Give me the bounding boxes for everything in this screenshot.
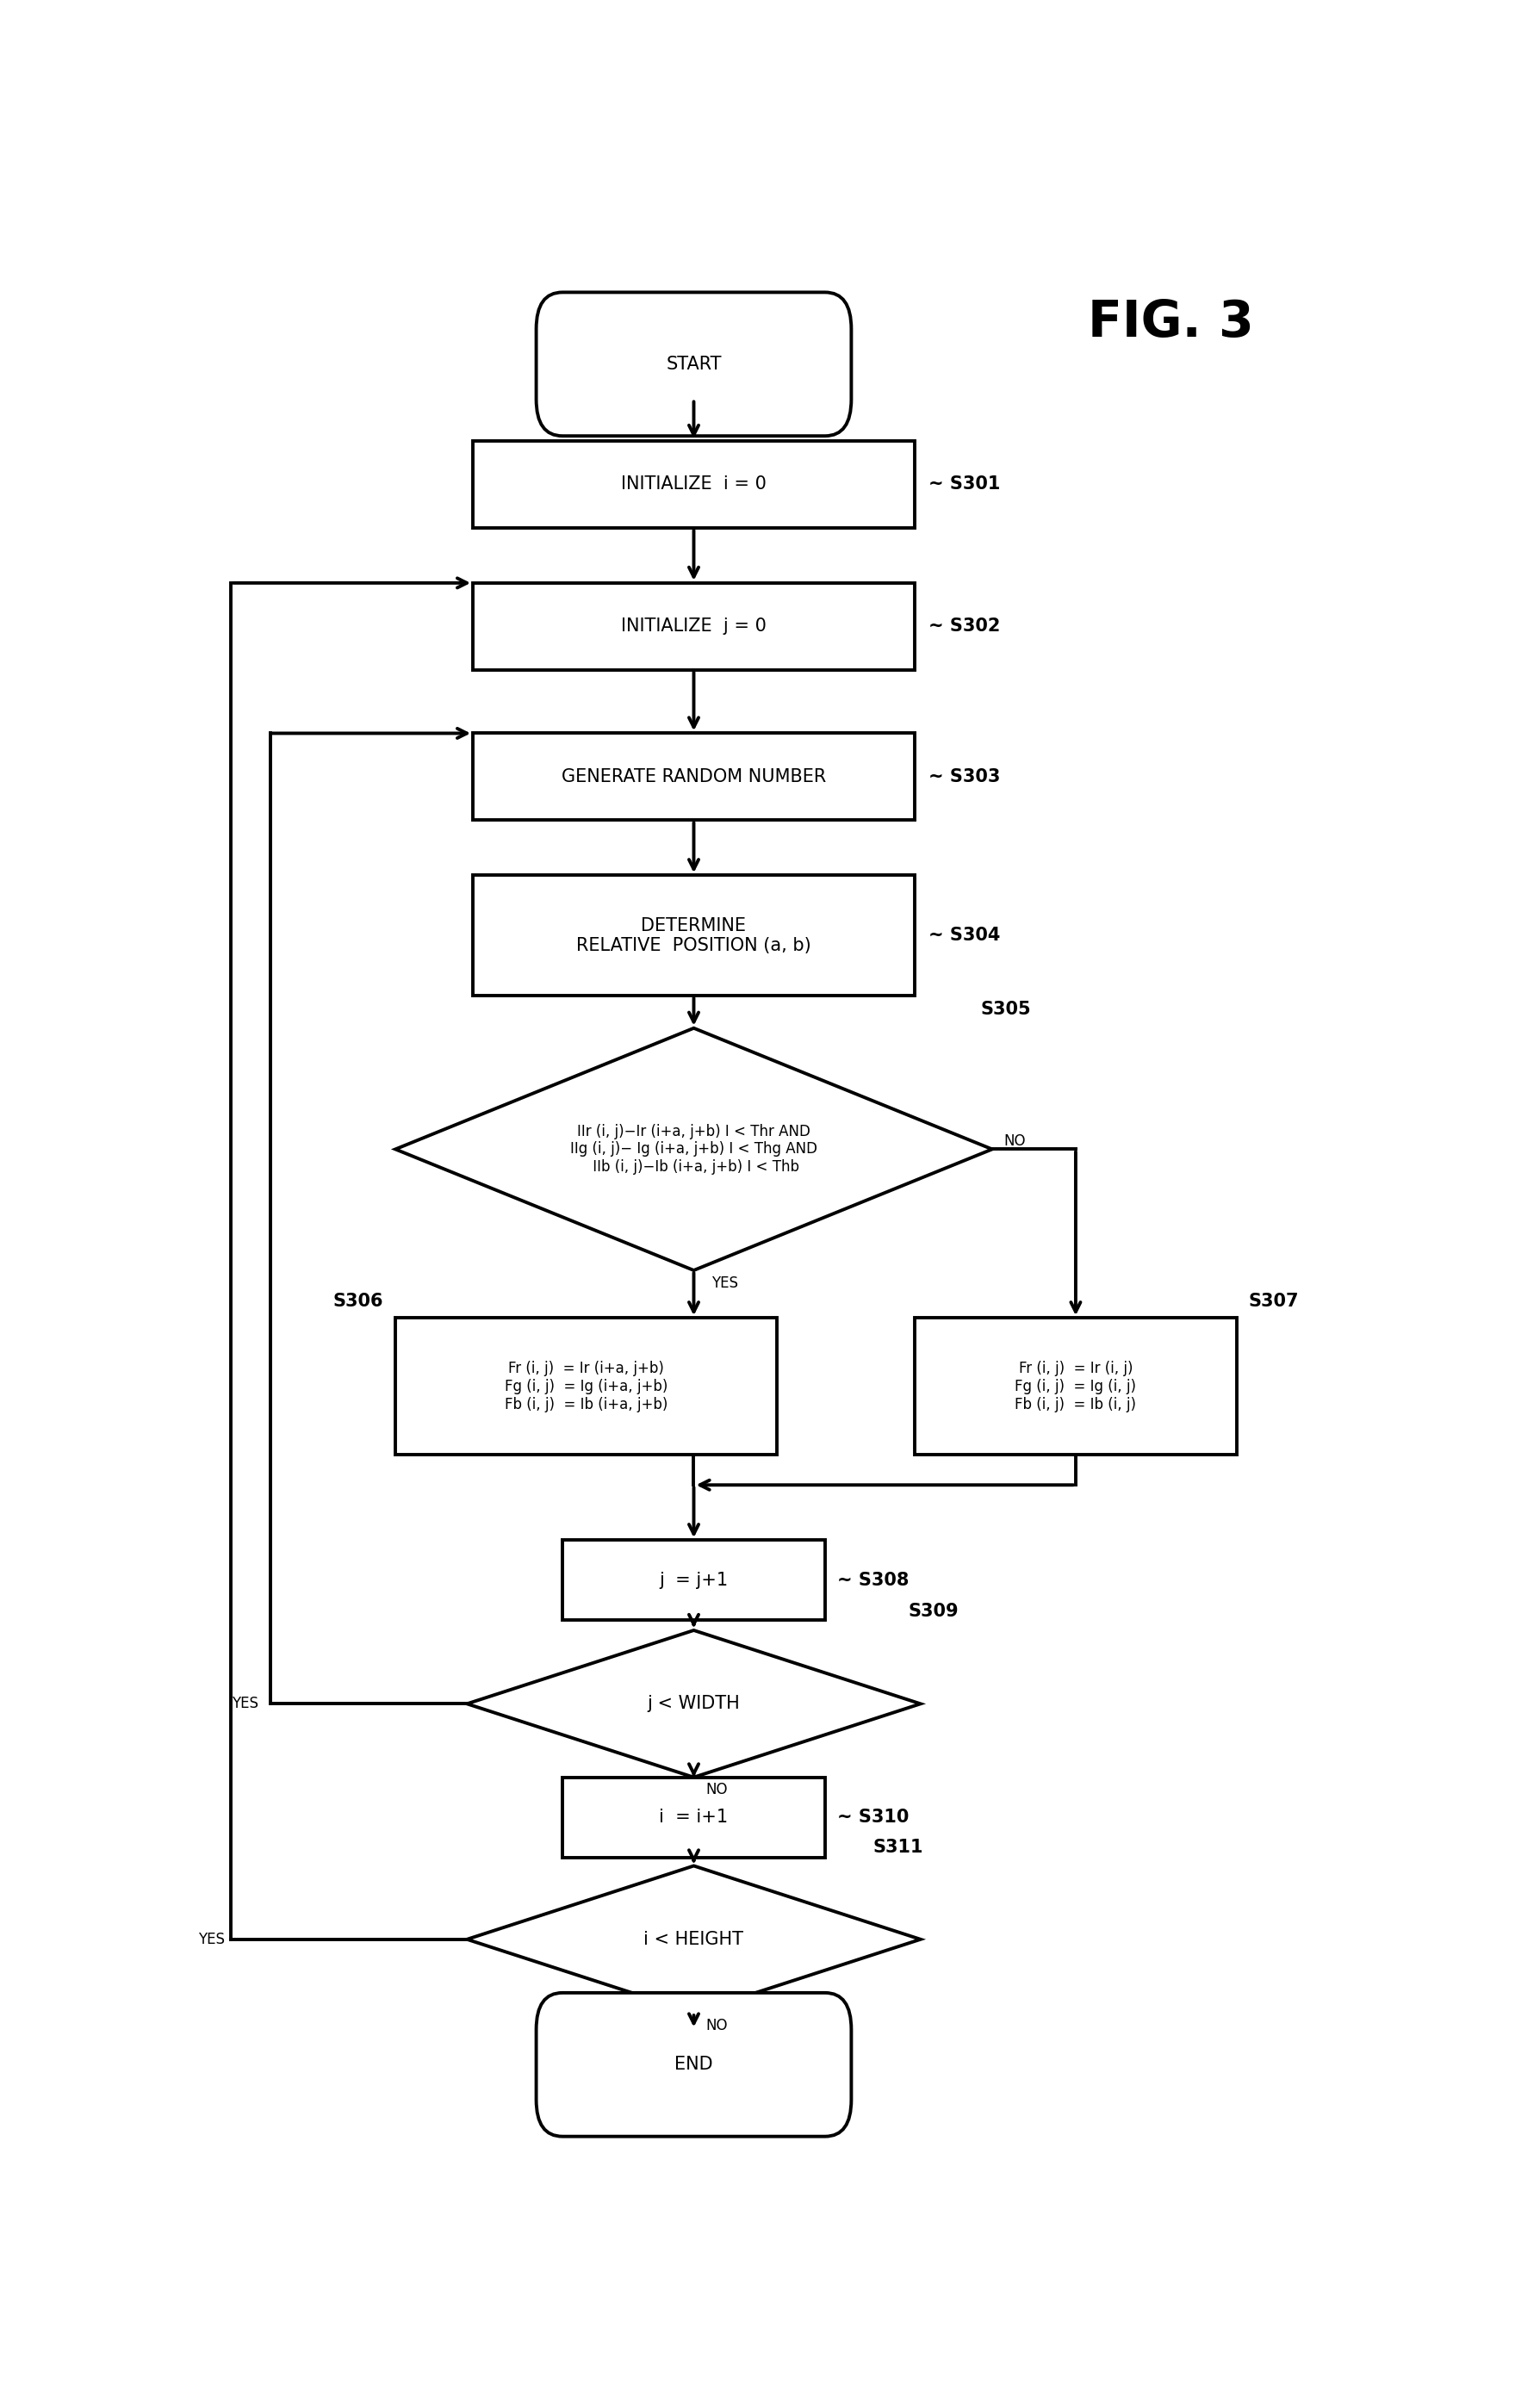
FancyBboxPatch shape [536,1994,852,2136]
Text: S309: S309 [909,1604,959,1621]
Text: ~ S302: ~ S302 [929,619,1001,636]
Text: END: END [675,2056,713,2073]
Text: S305: S305 [979,1002,1030,1019]
Text: NO: NO [705,1782,728,1799]
Text: j  = j+1: j = j+1 [659,1572,728,1589]
Text: YES: YES [231,1695,259,1712]
Bar [473,583,915,669]
Bar [473,441,915,527]
Text: NO: NO [1004,1134,1026,1149]
Text: FIG. 3: FIG. 3 [1089,299,1254,347]
Text: i  = i+1: i = i+1 [659,1808,728,1825]
Text: DETERMINE
RELATIVE  POSITION (a, b): DETERMINE RELATIVE POSITION (a, b) [576,917,812,954]
Text: Fr (i, j)  = Ir (i+a, j+b)
Fg (i, j)  = Ig (i+a, j+b)
Fb (i, j)  = Ib (i+a, j+b): Fr (i, j) = Ir (i+a, j+b) Fg (i, j) = Ig… [505,1361,668,1411]
Bar [396,1317,778,1454]
Text: INITIALIZE  i = 0: INITIALIZE i = 0 [621,477,767,494]
Text: ~ S304: ~ S304 [929,927,1001,944]
Text: GENERATE RANDOM NUMBER: GENERATE RANDOM NUMBER [562,768,825,785]
Text: j < WIDTH: j < WIDTH [647,1695,741,1712]
Text: ~ S308: ~ S308 [838,1572,909,1589]
Text: Fr (i, j)  = Ir (i, j)
Fg (i, j)  = Ig (i, j)
Fb (i, j)  = Ib (i, j): Fr (i, j) = Ir (i, j) Fg (i, j) = Ig (i,… [1015,1361,1137,1411]
FancyBboxPatch shape [536,291,852,436]
Text: YES: YES [199,1931,225,1948]
Bar [562,1541,825,1621]
Text: S311: S311 [873,1840,922,1857]
Text: S307: S307 [1249,1293,1300,1310]
Text: YES: YES [711,1276,738,1291]
Text: ~ S301: ~ S301 [929,477,1001,494]
Text: i < HEIGHT: i < HEIGHT [644,1931,744,1948]
Text: INITIALIZE  j = 0: INITIALIZE j = 0 [621,619,767,636]
Bar [473,734,915,821]
Text: IIr (i, j)−Ir (i+a, j+b) I < Thr AND
IIg (i, j)− Ig (i+a, j+b) I < Thg AND
 IIb : IIr (i, j)−Ir (i+a, j+b) I < Thr AND IIg… [570,1125,818,1175]
Text: NO: NO [705,2018,728,2032]
Text: ~ S310: ~ S310 [838,1808,909,1825]
Bar [915,1317,1237,1454]
Text: START: START [665,356,722,373]
Polygon shape [396,1028,992,1271]
Bar [562,1777,825,1857]
Polygon shape [467,1630,921,1777]
Polygon shape [467,1866,921,2013]
Bar [473,874,915,995]
Text: S306: S306 [333,1293,383,1310]
Text: ~ S303: ~ S303 [929,768,1001,785]
